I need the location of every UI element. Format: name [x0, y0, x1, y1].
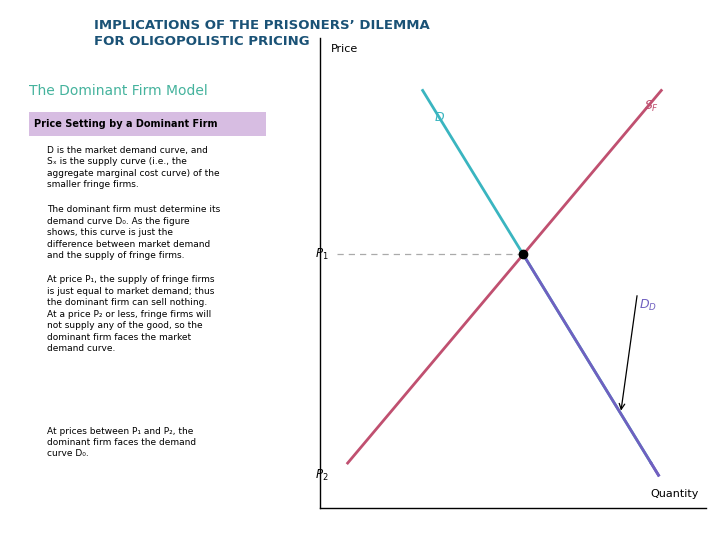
Text: $D$: $D$ [434, 111, 445, 124]
Text: Quantity: Quantity [650, 489, 699, 500]
Text: $S_F$: $S_F$ [644, 98, 660, 113]
Text: Price: Price [330, 44, 358, 54]
Text: $D_D$: $D_D$ [639, 298, 657, 313]
Text: IMPLICATIONS OF THE PRISONERS’ DILEMMA
FOR OLIGOPOLISTIC PRICING: IMPLICATIONS OF THE PRISONERS’ DILEMMA F… [94, 19, 429, 48]
Text: $P_2$: $P_2$ [315, 468, 329, 483]
Text: At price P₁, the supply of fringe firms
is just equal to market demand; thus
the: At price P₁, the supply of fringe firms … [47, 275, 215, 353]
Text: Price Setting by a Dominant Firm: Price Setting by a Dominant Firm [34, 119, 217, 129]
Text: $P_1$: $P_1$ [315, 247, 329, 262]
Text: The Dominant Firm Model: The Dominant Firm Model [29, 84, 207, 98]
Text: At prices between P₁ and P₂, the
dominant firm faces the demand
curve D₀.: At prices between P₁ and P₂, the dominan… [47, 427, 196, 458]
Text: D is the market demand curve, and
Sₓ is the supply curve (i.e., the
aggregate ma: D is the market demand curve, and Sₓ is … [47, 146, 220, 189]
Text: The dominant firm must determine its
demand curve D₀. As the figure
shows, this : The dominant firm must determine its dem… [47, 205, 220, 260]
